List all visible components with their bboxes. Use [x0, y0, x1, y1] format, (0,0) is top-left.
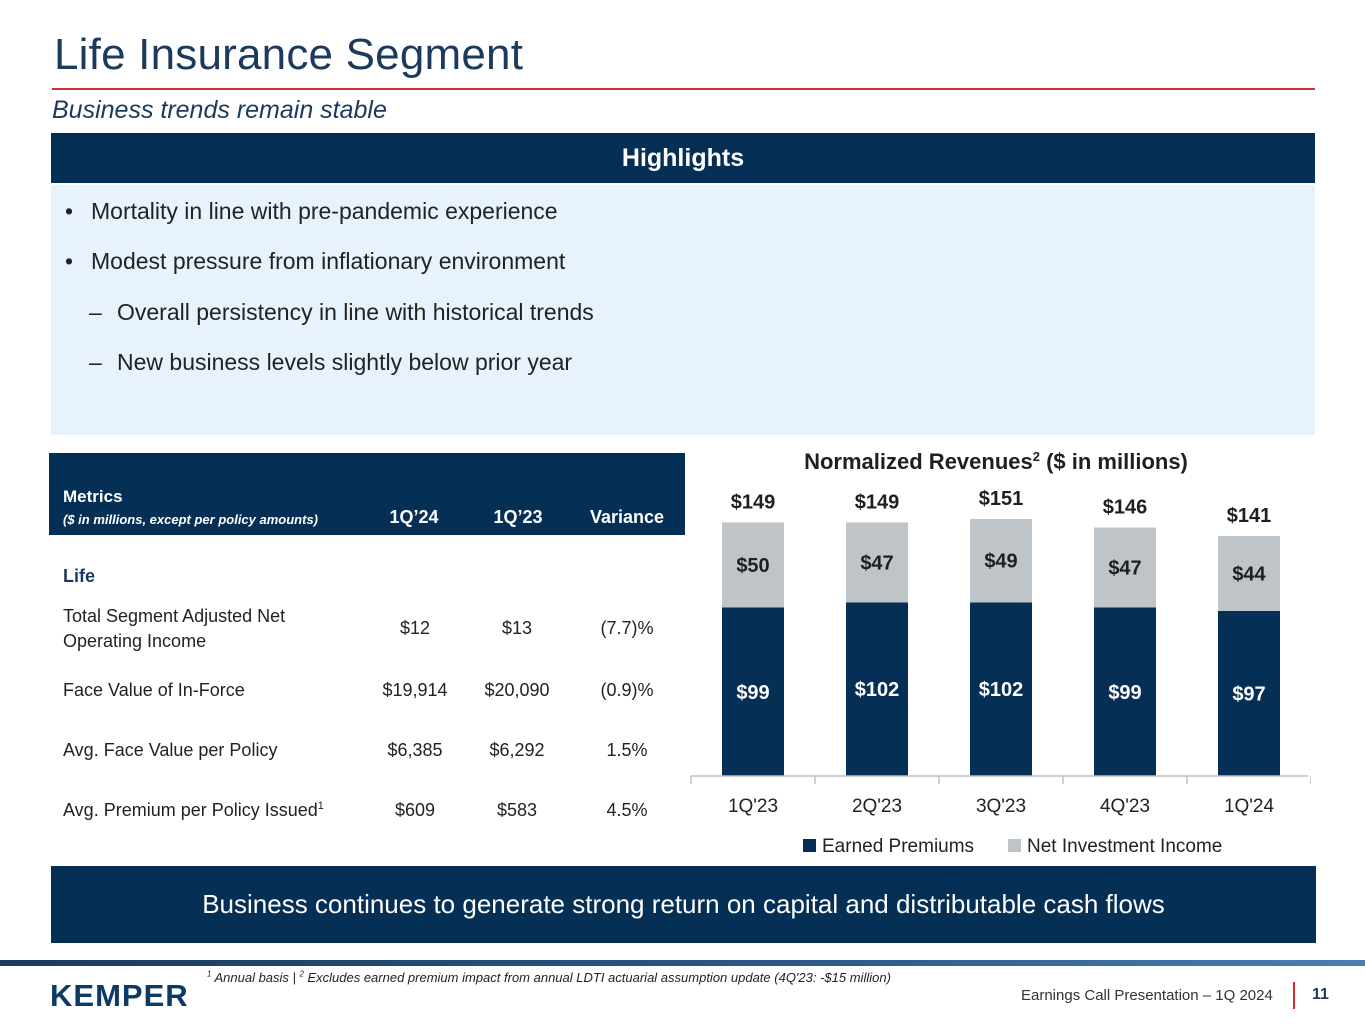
bar-net-investment-income	[970, 519, 1032, 603]
column-header-variance: Variance	[589, 507, 665, 527]
bar-label-net-investment-income: $47	[1108, 558, 1141, 580]
metrics-section-label: Life	[63, 566, 96, 586]
bar-total-label: $151	[979, 488, 1024, 510]
bullet-mark: •	[65, 248, 74, 274]
footnote: 1 Annual basis | 2 Excludes earned premi…	[207, 970, 891, 985]
page-number: 11	[1312, 986, 1329, 1003]
table-cell: 1.5%	[606, 740, 648, 760]
title-divider	[52, 88, 1315, 90]
footer-band	[0, 960, 1365, 966]
bar-total-label: $141	[1227, 505, 1272, 527]
bullet-mark: •	[65, 198, 74, 224]
legend-label-net-investment-income: Net Investment Income	[1027, 836, 1222, 857]
kemper-logo: KEMPER	[50, 978, 189, 1013]
bar-label-earned-premiums: $102	[855, 679, 900, 701]
bar-label-earned-premiums: $99	[1108, 682, 1141, 704]
bar-earned-premiums	[1218, 610, 1280, 776]
table-cell: $20,090	[484, 680, 550, 700]
presentation-label: Earnings Call Presentation – 1Q 2024	[1021, 987, 1273, 1004]
chart-title: Normalized Revenues2 ($ in millions)	[804, 449, 1188, 474]
highlight-sub-bullet: – New business levels slightly below pri…	[89, 349, 572, 376]
bar-label-net-investment-income: $47	[860, 552, 893, 574]
bar-label-earned-premiums: $97	[1232, 683, 1265, 705]
bar-label-net-investment-income: $44	[1232, 563, 1266, 585]
table-cell: $609	[394, 800, 436, 820]
footnote-text: Annual basis |	[211, 970, 300, 985]
footnote-sup: 1	[207, 969, 212, 979]
column-header-1q24: 1Q’24	[389, 507, 439, 527]
x-tick-label: 2Q'23	[852, 796, 902, 817]
sub-bullet-mark: –	[89, 349, 102, 375]
bar-earned-premiums	[1094, 607, 1156, 776]
bar-total-label: $146	[1103, 497, 1148, 519]
x-tick-label: 1Q'23	[728, 796, 778, 817]
bar-net-investment-income	[1094, 527, 1156, 608]
metrics-title: Metrics	[63, 487, 123, 506]
highlight-sub-text: Overall persistency in line with histori…	[117, 299, 594, 325]
chart-legend: Earned Premiums Net Investment Income	[803, 836, 1222, 857]
bar-total-label: $149	[855, 491, 900, 513]
metrics-table-header: Metrics ($ in millions, except per polic…	[49, 453, 685, 535]
table-cell: (7.7)%	[600, 618, 654, 638]
bar-net-investment-income	[722, 522, 784, 608]
page-title: Life Insurance Segment	[54, 30, 524, 79]
bar-earned-premiums	[846, 602, 908, 776]
x-tick-label: 4Q'23	[1100, 796, 1150, 817]
highlight-bullet: • Modest pressure from inflationary envi…	[65, 248, 565, 275]
x-tick-label: 3Q'23	[976, 796, 1026, 817]
bar-net-investment-income	[846, 522, 908, 603]
row-label-line: Operating Income	[63, 631, 207, 651]
bar-label-net-investment-income: $49	[984, 551, 1017, 573]
table-cell: $583	[496, 800, 538, 820]
x-tick-label: 1Q'24	[1224, 796, 1275, 817]
column-header-1q23: 1Q’23	[493, 507, 543, 527]
table-row-label: Face Value of In-Force	[63, 680, 245, 700]
table-row-label: Avg. Face Value per Policy	[63, 740, 278, 760]
row-label-line: Total Segment Adjusted Net	[63, 606, 286, 626]
highlights-heading: Highlights	[51, 133, 1315, 183]
highlight-sub-text: New business levels slightly below prior…	[117, 349, 573, 375]
footnote-sup: 2	[299, 969, 304, 979]
chart-title-main: Normalized Revenues	[804, 449, 1033, 474]
table-cell: $6,292	[489, 740, 545, 760]
table-cell: $12	[399, 618, 431, 638]
bar-label-earned-premiums: $99	[736, 682, 769, 704]
table-cell: 4.5%	[606, 800, 648, 820]
highlight-bullet: • Mortality in line with pre-pandemic ex…	[65, 198, 558, 225]
highlight-sub-bullet: – Overall persistency in line with histo…	[89, 299, 594, 326]
legend-label-earned-premiums: Earned Premiums	[822, 836, 974, 857]
chart-bars: $99 $50 $149 $102 $47 $149 $102 $49 $151 $99 $47 $1…	[722, 488, 1280, 776]
bar-earned-premiums	[722, 607, 784, 776]
page-divider	[1293, 982, 1295, 1009]
legend-swatch-earned-premiums	[803, 839, 816, 852]
x-axis-ticks: 1Q'23 2Q'23 3Q'23 4Q'23 1Q'24	[690, 776, 1311, 817]
footnote-ref: 1	[317, 800, 324, 812]
footnote-text: Excludes earned premium impact from annu…	[303, 970, 891, 985]
chart-title-sup: 2	[1033, 449, 1040, 464]
metrics-subtitle: ($ in millions, except per policy amount…	[63, 512, 318, 527]
highlight-text: Modest pressure from inflationary enviro…	[91, 248, 566, 274]
conclusion-banner: Business continues to generate strong re…	[51, 866, 1316, 943]
table-cell: (0.9)%	[600, 680, 654, 700]
table-row-label: Avg. Premium per Policy Issued1	[63, 798, 324, 823]
bar-label-earned-premiums: $102	[979, 679, 1024, 701]
row-label-text: Avg. Premium per Policy Issued	[63, 800, 318, 820]
bar-label-net-investment-income: $50	[736, 555, 769, 577]
bar-net-investment-income	[1218, 536, 1280, 611]
revenue-chart: Normalized Revenues2 ($ in millions) $99…	[690, 449, 1311, 857]
bar-total-label: $149	[731, 491, 776, 513]
table-cell: $6,385	[387, 740, 443, 760]
page-subtitle: Business trends remain stable	[52, 96, 387, 124]
table-row-label: Total Segment Adjusted Net Operating Inc…	[63, 604, 285, 654]
table-cell: $13	[501, 618, 533, 638]
bar-earned-premiums	[970, 602, 1032, 776]
table-cell: $19,914	[382, 680, 448, 700]
chart-title-rest: ($ in millions)	[1040, 449, 1188, 474]
highlights-panel: • Mortality in line with pre-pandemic ex…	[51, 185, 1315, 435]
legend-swatch-net-investment-income	[1008, 839, 1021, 852]
sub-bullet-mark: –	[89, 299, 102, 325]
highlight-text: Mortality in line with pre-pandemic expe…	[91, 198, 558, 224]
